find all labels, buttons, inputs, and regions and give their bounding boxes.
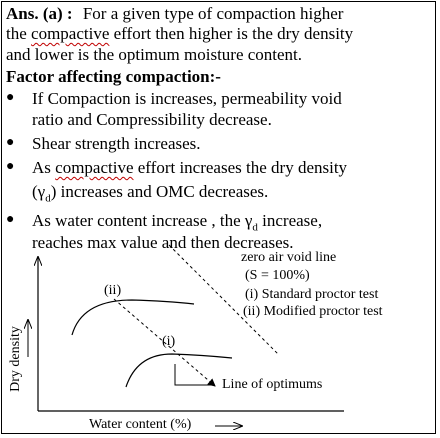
- line-of-optimums: [113, 298, 216, 387]
- factor-item-3-a: As: [32, 158, 56, 177]
- factor-item-3-b: effort increases the dry density: [133, 158, 348, 177]
- spell-underlined-word: compactive: [55, 158, 134, 177]
- standard-proctor-curve: [125, 353, 233, 388]
- bullet-icon: ●: [6, 90, 15, 105]
- y-axis-label: Dry density: [7, 326, 23, 392]
- bullet-icon: ●: [6, 135, 15, 150]
- curve-ii-label: (ii): [104, 283, 122, 298]
- compaction-diagram: [2, 244, 344, 435]
- answer-card: Ans. (a) : For a given type of compactio…: [1, 1, 436, 434]
- legend-standard-proctor: (i) Standard proctor test: [245, 287, 379, 302]
- answer-prefix: Ans. (a) :: [6, 4, 73, 23]
- factor-item-3-line-2-text: ) increases and OMC decreases.: [50, 182, 269, 201]
- saturation-label: (S = 100%): [245, 268, 310, 283]
- optimums-pointer: [174, 364, 215, 386]
- line-of-optimums-label: Line of optimums: [222, 377, 323, 392]
- gamma-symbol: γ: [244, 211, 253, 230]
- factor-item-4-line-2: reaches max value and then decreases.: [32, 233, 294, 252]
- factor-item-3-line-1: As compactive effort increases the dry d…: [32, 158, 347, 178]
- factor-item-1-line-2: ratio and Compressibility decrease.: [32, 110, 272, 129]
- factors-heading: Factor affecting compaction:-: [6, 67, 221, 86]
- curve-i-label: (i): [162, 334, 176, 349]
- bullet-icon: ●: [6, 212, 15, 227]
- answer-line-2-b: effort then higher is the dry density: [109, 24, 354, 43]
- factor-item-4-a: As water content increase , the: [32, 211, 245, 230]
- factor-item-3-line-2: (γd) increases and OMC decreases.: [32, 182, 268, 208]
- answer-line-1-text: For a given type of compaction higher: [82, 4, 344, 23]
- subscript-d: d: [252, 221, 258, 234]
- legend-modified-proctor: (ii) Modified proctor test: [243, 304, 383, 319]
- subscript-d: d: [45, 192, 51, 205]
- zero-air-void-line: [168, 244, 279, 355]
- bullet-icon: ●: [6, 159, 15, 174]
- factor-item-1-line-1: If Compaction is increases, permeability…: [32, 89, 342, 108]
- factor-item-2-line-1: Shear strength increases.: [32, 134, 201, 153]
- modified-proctor-curve: [71, 299, 195, 336]
- paren-open: (: [32, 182, 38, 201]
- answer-line-1: Ans. (a) : For a given type of compactio…: [6, 4, 343, 24]
- answer-line-2-a: the: [6, 24, 32, 43]
- spell-underlined-word: compactive: [31, 24, 110, 43]
- factor-item-4-line-1: As water content increase , the γd incre…: [32, 211, 322, 237]
- x-axis-label: Water content (%): [89, 417, 192, 432]
- factor-item-4-b: increase,: [257, 211, 323, 230]
- answer-line-2: the compactive effort then higher is the…: [6, 24, 353, 44]
- answer-line-3: and lower is the optimum moisture conten…: [6, 45, 303, 64]
- gamma-symbol: γ: [37, 182, 46, 201]
- zero-air-void-label: zero air void line: [241, 250, 337, 265]
